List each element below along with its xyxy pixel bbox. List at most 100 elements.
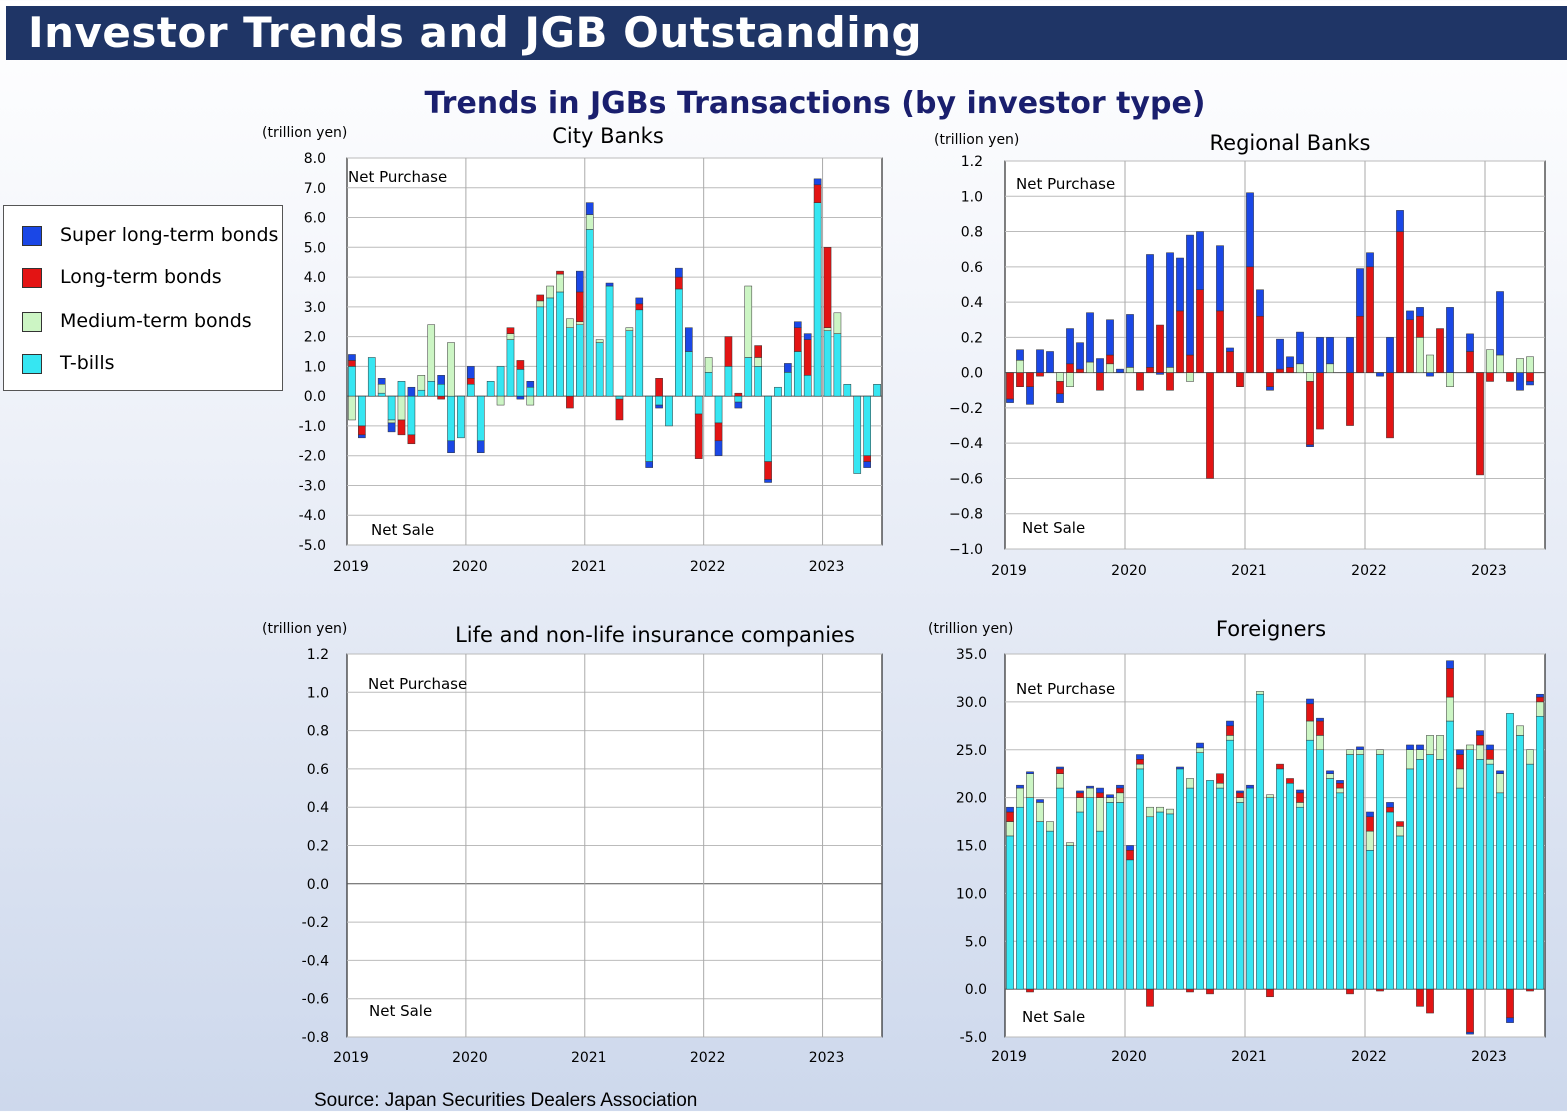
y-tick-label: 4.0 <box>304 270 326 286</box>
bar-segment <box>1226 347 1234 352</box>
x-tick-label: 2023 <box>1471 563 1507 579</box>
bar-segment <box>714 440 723 456</box>
bar-segment <box>1296 331 1304 365</box>
bar-segment <box>1396 231 1404 373</box>
bar-segment <box>1256 693 1264 990</box>
bar-segment <box>1156 811 1164 990</box>
bar-segment <box>793 327 802 352</box>
bar-segment <box>1396 821 1404 827</box>
bar-segment <box>1156 372 1164 375</box>
bar-segment <box>1056 381 1064 395</box>
bar-segment <box>1126 845 1134 851</box>
bar-segment <box>1216 773 1224 784</box>
bar-segment <box>358 395 366 427</box>
bar-segment <box>1026 771 1034 774</box>
bar-segment <box>1426 735 1434 755</box>
bar-segment <box>1066 845 1074 990</box>
bar-segment <box>1136 759 1144 765</box>
bar-segment <box>1476 759 1484 990</box>
bar-segment <box>546 297 554 397</box>
bar-segment <box>1386 337 1394 373</box>
bar-segment <box>506 333 515 340</box>
bar-segment <box>1186 372 1194 382</box>
bar-segment <box>635 303 644 311</box>
bar-segment <box>536 300 545 308</box>
bar-segment <box>1466 749 1474 990</box>
bar-segment <box>863 461 871 468</box>
bar-segment <box>526 381 535 388</box>
bar-segment <box>823 327 832 331</box>
bar-segment <box>1016 349 1024 361</box>
bar-segment <box>1096 797 1104 832</box>
y-tick-label: −1.0 <box>949 542 983 558</box>
bar-segment <box>506 327 515 334</box>
bar-segment <box>1416 749 1424 760</box>
bar-segment <box>1026 372 1034 387</box>
page-header: Investor Trends and JGB Outstanding <box>6 6 1567 60</box>
y-tick-label: 0.6 <box>961 260 983 276</box>
bar-segment <box>1466 333 1474 352</box>
bar-segment <box>734 395 743 403</box>
bar-segment <box>1286 783 1294 990</box>
bar-segment <box>1176 257 1184 312</box>
bar-segment <box>407 434 416 445</box>
bar-segment <box>566 318 574 328</box>
bar-segment <box>744 357 753 397</box>
bar-segment <box>556 270 564 275</box>
bar-segment <box>1276 768 1284 990</box>
unit-label: (trillion yen) <box>928 621 1013 637</box>
bar-segment <box>1046 351 1054 373</box>
chart-subtitle: Trends in JGBs Transactions (by investor… <box>424 86 1206 121</box>
y-tick-label: -0.8 <box>302 1030 329 1046</box>
bar-segment <box>437 383 445 397</box>
bar-segment <box>1216 245 1224 312</box>
bar-segment <box>387 422 396 433</box>
bar-segment <box>1006 806 1014 813</box>
bar-segment <box>1446 372 1454 387</box>
y-tick-label: 0.2 <box>307 839 329 855</box>
bar-segment <box>1236 797 1244 803</box>
bar-segment <box>1356 268 1364 317</box>
bar-segment <box>1206 988 1214 995</box>
bar-segment <box>506 339 515 397</box>
bar-segment <box>1136 768 1144 990</box>
bar-segment <box>1146 254 1154 368</box>
bar-segment <box>1076 797 1084 813</box>
bar-segment <box>387 419 396 424</box>
bar-segment <box>1276 368 1284 373</box>
bar-segment <box>1466 351 1474 373</box>
bar-segment <box>1306 720 1314 741</box>
bar-segment <box>348 366 356 397</box>
bar-segment <box>1116 802 1124 990</box>
bar-segment <box>1186 988 1194 993</box>
bar-segment <box>1146 816 1154 990</box>
y-tick-label: -0.6 <box>302 992 329 1008</box>
bar-segment <box>714 422 723 442</box>
y-tick-label: 1.2 <box>961 154 983 170</box>
bar-segment <box>1036 799 1044 803</box>
bar-segment <box>1486 744 1494 751</box>
bar-segment <box>1076 811 1084 990</box>
bar-segment <box>1456 787 1464 990</box>
legend-swatch-medium <box>22 312 42 332</box>
bar-segment <box>1006 835 1014 990</box>
bar-segment <box>784 363 792 373</box>
bar-segment <box>1196 752 1204 990</box>
bar-segment <box>1096 792 1104 798</box>
x-tick-label: 2020 <box>1111 1049 1147 1065</box>
legend: Super long-term bonds Long-term bonds Me… <box>3 205 283 391</box>
bar-segment <box>1226 739 1234 990</box>
bar-segment <box>853 395 862 474</box>
bar-segment <box>724 336 733 367</box>
bar-segment <box>595 342 604 397</box>
bar-segment <box>1226 720 1234 727</box>
bar-segment <box>625 327 634 331</box>
bar-segment <box>1246 784 1254 789</box>
bar-segment <box>665 395 673 427</box>
bar-segment <box>1536 701 1544 717</box>
bar-segment <box>1106 797 1114 803</box>
bar-segment <box>377 392 386 397</box>
bar-segment <box>1526 381 1534 386</box>
bar-segment <box>635 309 644 397</box>
bar-segment <box>1536 696 1544 703</box>
